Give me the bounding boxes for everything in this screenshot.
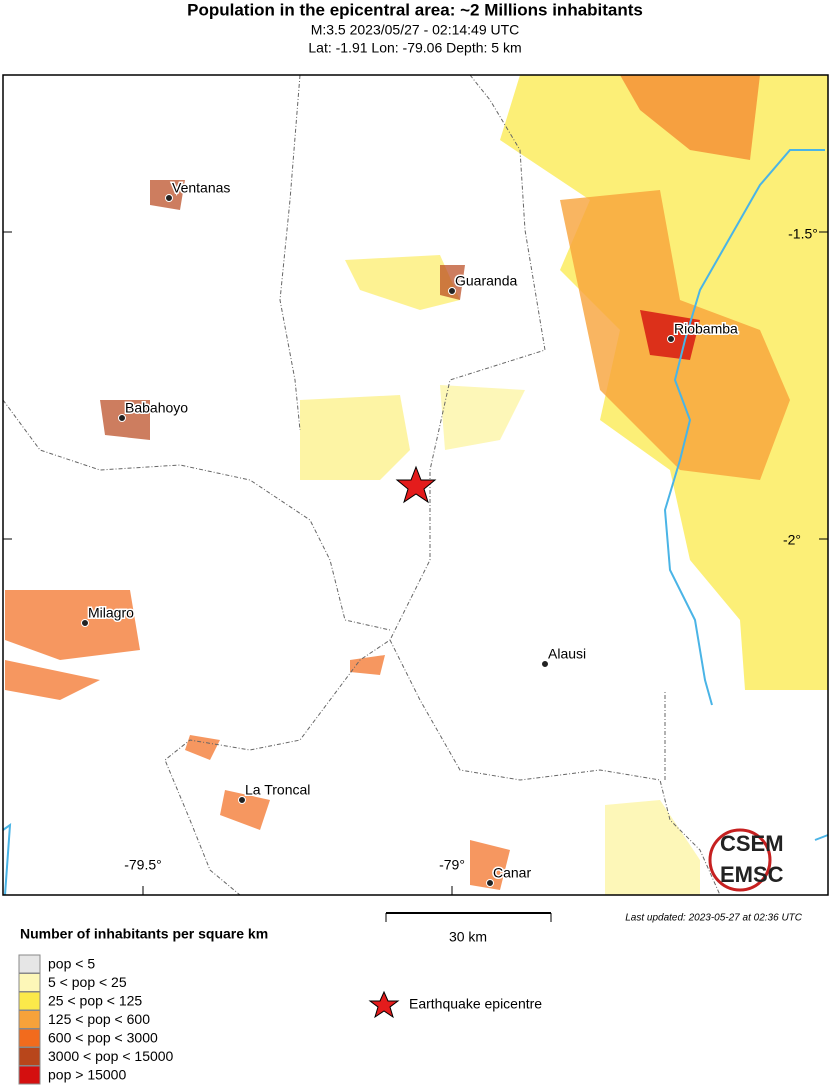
legend-title: Number of inhabitants per square km xyxy=(20,926,268,942)
boundary xyxy=(389,639,721,896)
pop-area xyxy=(5,590,510,890)
legend-label: pop < 5 xyxy=(48,956,95,972)
city-dot xyxy=(541,660,549,668)
city-dot xyxy=(165,194,173,202)
pop-area xyxy=(605,800,700,895)
river xyxy=(663,149,825,706)
legend-label: 125 < pop < 600 xyxy=(48,1011,150,1027)
city-dot xyxy=(238,796,246,804)
lon-label: -79.5° xyxy=(124,857,162,873)
legend-epicentre-label: Earthquake epicentre xyxy=(409,996,542,1012)
boundary xyxy=(2,399,391,631)
legend-swatch xyxy=(18,1028,41,1048)
logo-text: CSEM xyxy=(720,831,784,856)
pop-area xyxy=(100,180,465,440)
map-frame xyxy=(2,74,829,896)
city-label: Ventanas xyxy=(172,180,230,196)
pop-area xyxy=(440,385,525,450)
legend-label: 25 < pop < 125 xyxy=(48,993,142,1009)
city-dot xyxy=(486,879,494,887)
logo: CSEM EMSC xyxy=(708,828,784,892)
city-dot xyxy=(118,414,126,422)
legend-epicentre-marker xyxy=(368,990,400,1019)
title: Population in the epicentral area: ~2 Mi… xyxy=(187,0,643,19)
last-updated: Last updated: 2023-05-27 at 02:36 UTC xyxy=(625,913,803,924)
event-line: M:3.5 2023/05/27 - 02:14:49 UTC xyxy=(311,22,520,38)
location-line: Lat: -1.91 Lon: -79.06 Depth: 5 km xyxy=(308,40,521,56)
lat-label: -1.5° xyxy=(788,226,818,242)
city-label: Alausi xyxy=(548,646,586,662)
epicentre-marker xyxy=(395,465,437,504)
logo-ring xyxy=(708,828,772,892)
city-label: Guaranda xyxy=(455,273,517,289)
legend-label: 600 < pop < 3000 xyxy=(48,1030,158,1046)
pop-area xyxy=(620,75,760,160)
legend-label: 5 < pop < 25 xyxy=(48,974,127,990)
city-dot xyxy=(81,619,89,627)
lon-label: -79° xyxy=(439,857,465,873)
city-label: La Troncal xyxy=(245,782,310,798)
city-label: Canar xyxy=(493,865,531,881)
coast xyxy=(2,822,829,896)
legend-swatch xyxy=(18,1047,41,1066)
scale-label: 30 km xyxy=(449,929,487,945)
legend-swatch xyxy=(18,991,41,1011)
legend-label: pop > 15000 xyxy=(48,1067,126,1083)
legend-swatch xyxy=(18,1065,41,1085)
lat-label: -2° xyxy=(783,532,801,548)
city-label: Riobamba xyxy=(674,321,738,337)
legend-swatch xyxy=(18,1010,41,1029)
city-label: Milagro xyxy=(88,605,134,621)
city-label: Babahoyo xyxy=(125,400,188,416)
legend-label: 3000 < pop < 15000 xyxy=(48,1048,174,1064)
city-dot xyxy=(448,287,456,295)
pop-area xyxy=(640,310,700,360)
map-area: -1.5° -2° -79.5° -79° CSEM EMSC xyxy=(2,74,829,896)
boundary xyxy=(279,74,301,431)
legend-swatch xyxy=(18,954,41,974)
city-dot xyxy=(667,335,675,343)
pop-area xyxy=(300,395,410,480)
pop-area xyxy=(345,255,460,310)
logo-text: EMSC xyxy=(720,862,784,887)
legend-swatch xyxy=(18,973,41,992)
